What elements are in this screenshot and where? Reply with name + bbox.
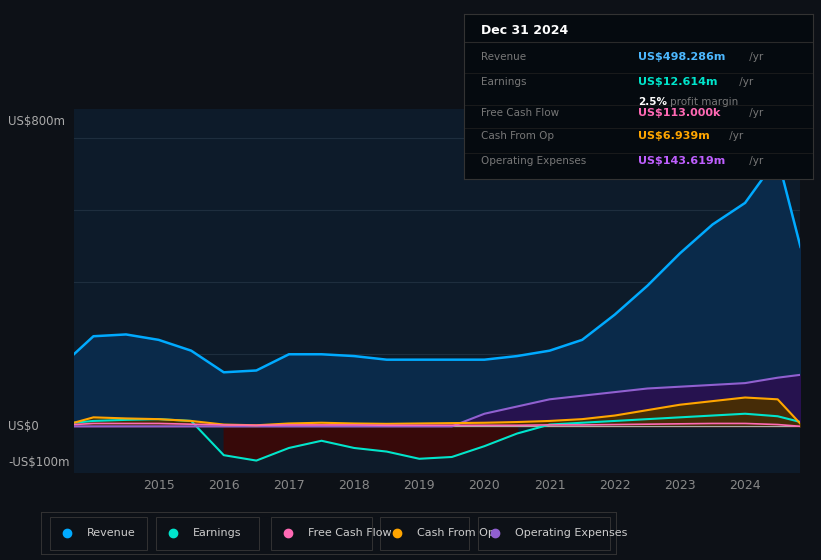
Text: /yr: /yr [745, 52, 763, 62]
Text: US$498.286m: US$498.286m [639, 52, 726, 62]
Text: US$113.000k: US$113.000k [639, 108, 721, 118]
Text: Dec 31 2024: Dec 31 2024 [481, 24, 569, 37]
Text: profit margin: profit margin [670, 97, 738, 106]
Text: US$143.619m: US$143.619m [639, 156, 726, 166]
Text: -US$100m: -US$100m [8, 456, 70, 469]
Text: Free Cash Flow: Free Cash Flow [309, 529, 392, 538]
Text: Free Cash Flow: Free Cash Flow [481, 108, 559, 118]
Text: US$12.614m: US$12.614m [639, 77, 718, 87]
Text: Revenue: Revenue [87, 529, 135, 538]
Text: /yr: /yr [727, 131, 744, 141]
Text: /yr: /yr [736, 77, 754, 87]
Text: Cash From Op: Cash From Op [481, 131, 554, 141]
Text: Revenue: Revenue [481, 52, 526, 62]
Text: Operating Expenses: Operating Expenses [516, 529, 627, 538]
Text: /yr: /yr [745, 156, 763, 166]
Text: Earnings: Earnings [194, 529, 242, 538]
Text: US$0: US$0 [8, 420, 39, 433]
Text: /yr: /yr [745, 108, 763, 118]
Text: Operating Expenses: Operating Expenses [481, 156, 586, 166]
Text: Earnings: Earnings [481, 77, 527, 87]
Text: Cash From Op: Cash From Op [418, 529, 495, 538]
Text: US$800m: US$800m [8, 115, 65, 128]
Text: 2.5%: 2.5% [639, 97, 667, 106]
Text: US$6.939m: US$6.939m [639, 131, 710, 141]
